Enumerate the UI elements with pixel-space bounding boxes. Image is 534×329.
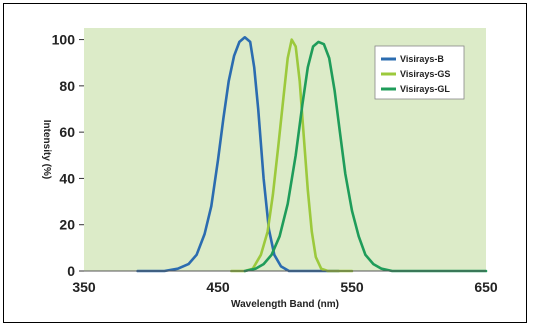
y-tick-label: 60	[59, 124, 75, 140]
y-axis-ticks: 0 20 40 60 80 100	[52, 32, 84, 279]
x-axis-ticks: 350 450 550 650	[72, 279, 498, 295]
y-tick-label: 40	[59, 170, 75, 186]
x-tick-label: 650	[474, 279, 498, 295]
y-tick-label: 0	[67, 263, 75, 279]
legend-items: Visirays-B Visirays-GS Visirays-GL	[381, 54, 450, 94]
y-tick-label: 20	[59, 217, 75, 233]
series-line-1	[136, 36, 340, 273]
y-tick-label: 80	[59, 78, 75, 94]
legend-label: Visirays-GS	[400, 69, 450, 79]
x-tick-label: 450	[206, 279, 230, 295]
series-line-3	[243, 40, 488, 273]
legend: Visirays-B Visirays-GS Visirays-GL	[374, 45, 465, 100]
legend-label: Visirays-B	[400, 54, 444, 64]
x-tick-label: 550	[340, 279, 364, 295]
legend-label: Visirays-GL	[400, 84, 450, 94]
y-tick-label: 100	[52, 32, 76, 48]
series-line-2	[230, 38, 354, 273]
x-axis-title: Wavelength Band (nm)	[231, 299, 339, 310]
y-axis-title: Intensity (%)	[41, 120, 52, 179]
x-tick-label: 350	[72, 279, 96, 295]
series-lines	[136, 36, 488, 273]
